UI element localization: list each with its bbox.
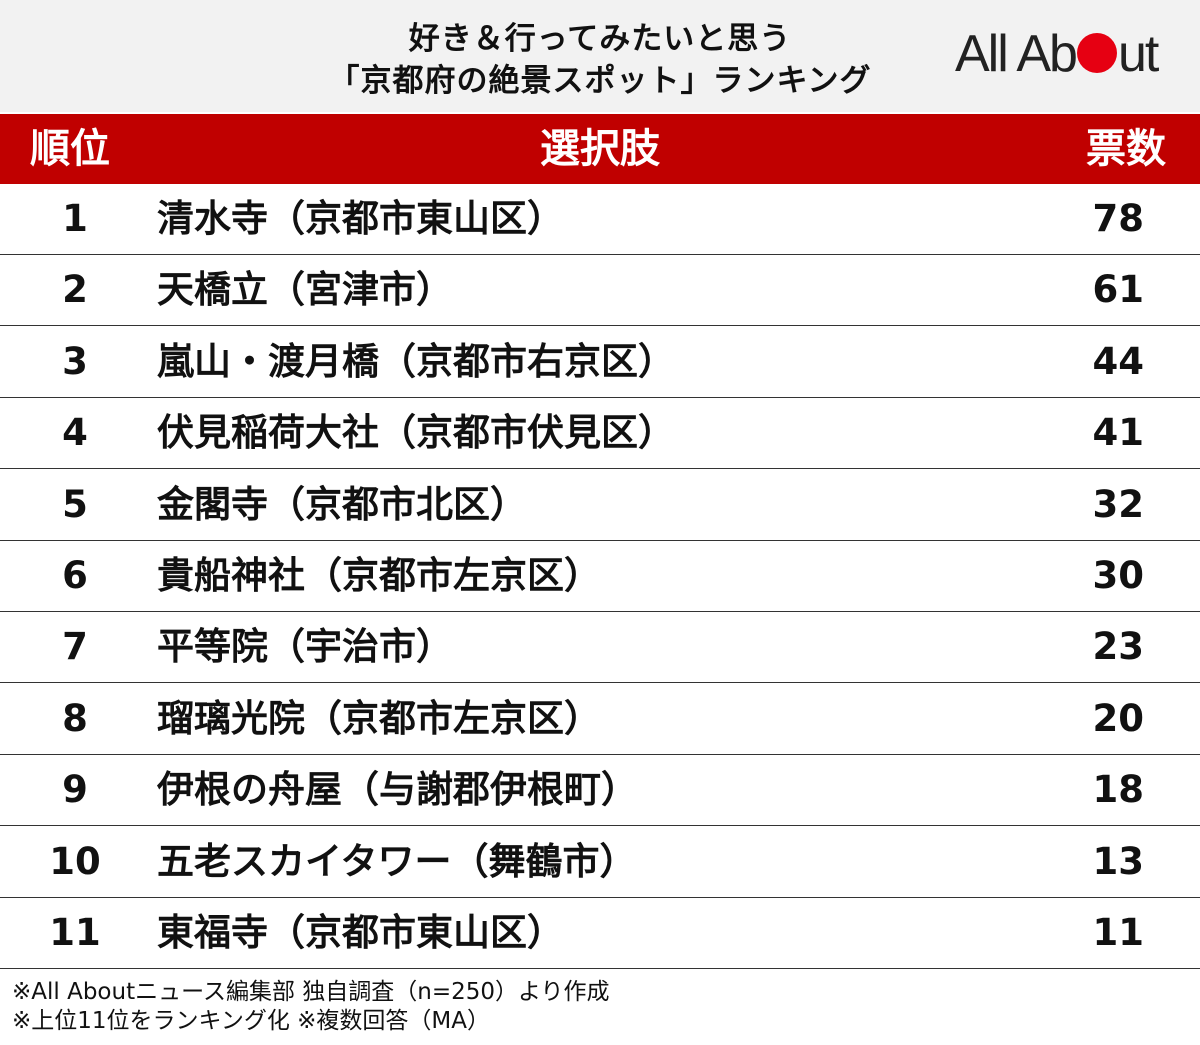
footnote-method: ※上位11位をランキング化 ※複数回答（MA） (12, 1008, 491, 1034)
choice-cell: 天橋立（宮津市） (157, 268, 453, 312)
rank-cell: 5 (62, 482, 88, 526)
choice-cell: 伊根の舟屋（与謝郡伊根町） (157, 768, 638, 812)
choice-cell: 清水寺（京都市東山区） (157, 197, 564, 240)
choice-cell: 東福寺（京都市東山区） (157, 911, 564, 954)
all-about-logo: All Ab ut (955, 24, 1170, 84)
votes-cell: 11 (1092, 911, 1145, 954)
table-header: 順位 選択肢 票数 (0, 114, 1200, 184)
votes-cell: 32 (1092, 482, 1145, 526)
table-row: 5 金閣寺（京都市北区） 32 (0, 470, 1200, 541)
rank-cell: 7 (62, 625, 88, 669)
rank-cell: 4 (62, 411, 88, 455)
rank-cell: 10 (49, 839, 101, 883)
votes-cell: 41 (1092, 411, 1145, 455)
logo-dot-icon (1076, 33, 1117, 73)
votes-cell: 44 (1092, 339, 1145, 383)
table-row: 2 天橋立（宮津市） 61 (0, 255, 1200, 327)
votes-cell: 61 (1092, 268, 1145, 312)
title-line-2: 「京都府の絶景スポット」ランキング (328, 63, 872, 99)
chart-title: 好き＆行ってみたいと思う 「京都府の絶景スポット」ランキング (0, 18, 1200, 102)
title-header: 好き＆行ってみたいと思う 「京都府の絶景スポット」ランキング All Ab ut (0, 0, 1200, 112)
votes-cell: 20 (1092, 696, 1145, 740)
column-header-votes: 票数 (1086, 126, 1166, 172)
table-row: 3 嵐山・渡月橋（京都市右京区） 44 (0, 327, 1200, 398)
votes-cell: 30 (1092, 554, 1145, 597)
table-row: 7 平等院（宇治市） 23 (0, 612, 1200, 684)
rank-cell: 1 (62, 197, 88, 240)
table-row: 9 伊根の舟屋（与謝郡伊根町） 18 (0, 755, 1200, 827)
table-row: 8 瑠璃光院（京都市左京区） 20 (0, 684, 1200, 755)
column-header-rank: 順位 (30, 126, 110, 172)
choice-cell: 金閣寺（京都市北区） (157, 482, 527, 526)
logo-text-prefix: All Ab (955, 25, 1078, 83)
choice-cell: 五老スカイタワー（舞鶴市） (157, 839, 637, 883)
rank-cell: 8 (62, 696, 88, 740)
footnotes: ※All Aboutニュース編集部 独自調査（n=250）より作成 ※上位11位… (12, 978, 610, 1036)
table-row: 11 東福寺（京都市東山区） 11 (0, 898, 1200, 969)
choice-cell: 平等院（宇治市） (157, 625, 453, 669)
votes-cell: 13 (1092, 839, 1145, 883)
rank-cell: 9 (62, 768, 88, 812)
rank-cell: 2 (62, 268, 88, 312)
rank-cell: 3 (62, 339, 88, 383)
choice-cell: 伏見稲荷大社（京都市伏見区） (157, 411, 675, 455)
rank-cell: 6 (62, 554, 88, 597)
title-line-1: 好き＆行ってみたいと思う (408, 21, 792, 57)
table-row: 4 伏見稲荷大社（京都市伏見区） 41 (0, 398, 1200, 470)
votes-cell: 18 (1092, 768, 1145, 812)
votes-cell: 78 (1092, 197, 1145, 240)
choice-cell: 嵐山・渡月橋（京都市右京区） (157, 339, 675, 383)
table-row: 1 清水寺（京都市東山区） 78 (0, 184, 1200, 255)
choice-cell: 貴船神社（京都市左京区） (157, 554, 601, 597)
footnote-source: ※All Aboutニュース編集部 独自調査（n=250）より作成 (12, 979, 610, 1005)
votes-cell: 23 (1092, 625, 1145, 669)
logo-text-suffix: ut (1117, 25, 1159, 83)
rank-cell: 11 (49, 911, 101, 954)
table-row: 6 貴船神社（京都市左京区） 30 (0, 541, 1200, 612)
choice-cell: 瑠璃光院（京都市左京区） (157, 696, 601, 740)
table-row: 10 五老スカイタワー（舞鶴市） 13 (0, 827, 1200, 898)
column-header-choice: 選択肢 (540, 126, 660, 172)
